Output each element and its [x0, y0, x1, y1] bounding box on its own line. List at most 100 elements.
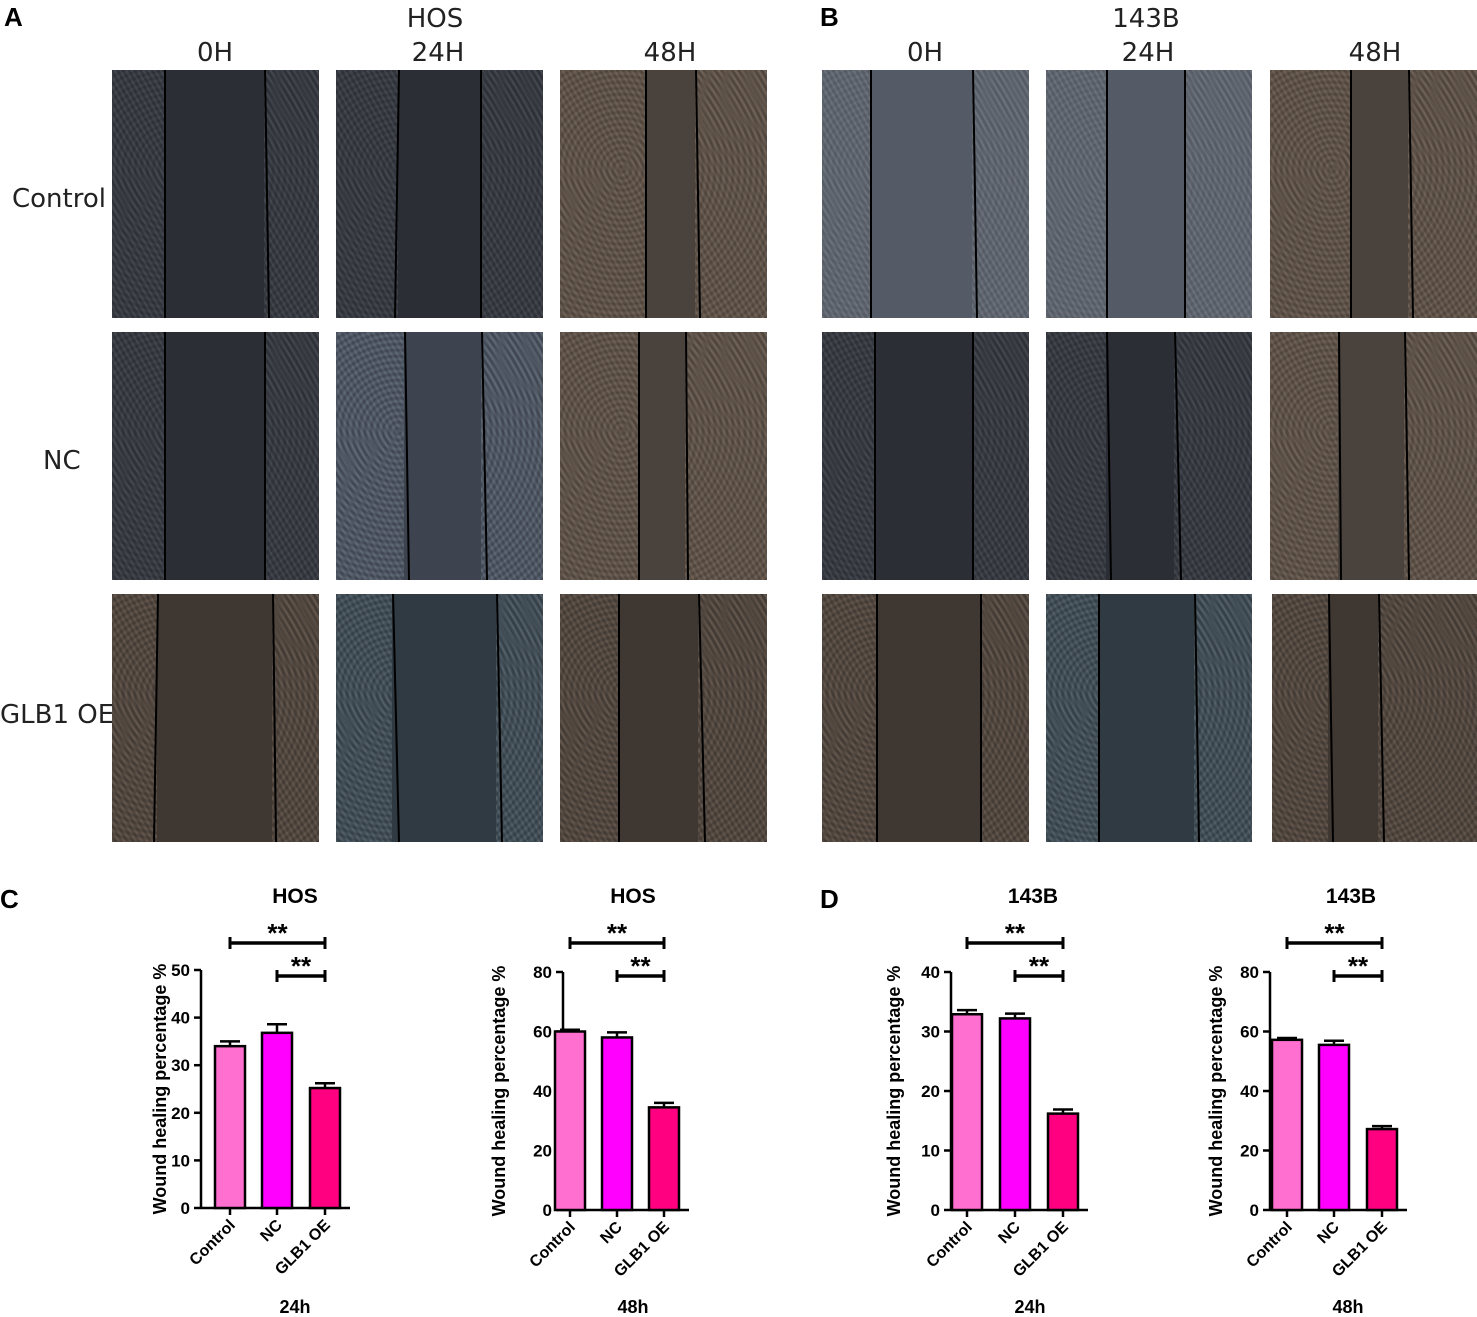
x-category-label: Control — [187, 1217, 239, 1269]
y-tick-label: 20 — [1240, 1142, 1259, 1161]
significance-label: ** — [1029, 951, 1050, 981]
wound-edge-left — [874, 332, 876, 580]
y-axis-label: Wound healing percentage % — [489, 966, 509, 1217]
panel-b-cell-line: 143B — [1112, 4, 1180, 34]
micro-a-control-24h — [336, 70, 543, 318]
chart-title: HOS — [272, 885, 318, 908]
bar-control — [950, 1012, 984, 1212]
y-tick-label: 10 — [171, 1151, 190, 1170]
micro-a-nc-24h — [336, 332, 543, 580]
x-axis-label: 48h — [617, 1297, 648, 1317]
panel-a-time-0: 0H — [196, 38, 234, 68]
panel-a-row-nc: NC — [43, 446, 81, 476]
y-tick-label: 40 — [171, 1009, 190, 1028]
panel-a-time-2: 48H — [643, 38, 697, 68]
panel-letter-c: C — [0, 884, 19, 914]
y-tick-label: 10 — [921, 1142, 940, 1161]
x-axis-label: 24h — [1014, 1297, 1045, 1317]
panel-a-row-glb1oe: GLB1 OE — [0, 700, 115, 730]
bar-nc — [260, 1031, 294, 1210]
panel-b-time-0: 0H — [906, 38, 944, 68]
bar-control — [553, 1030, 587, 1212]
y-tick-label: 50 — [171, 961, 190, 980]
micro-b-glb1oe-0h — [822, 594, 1029, 842]
chart-title: 143B — [1008, 885, 1058, 908]
panel-letter-a: A — [4, 2, 23, 32]
micro-b-glb1oe-48h — [1272, 594, 1477, 842]
bar-glb1_oe — [1046, 1112, 1080, 1212]
y-tick-label: 80 — [533, 963, 552, 982]
y-tick-label: 40 — [1240, 1082, 1259, 1101]
x-category-label: NC — [257, 1216, 286, 1245]
micro-a-nc-0h — [112, 332, 319, 580]
panel-b-time-2: 48H — [1348, 38, 1402, 68]
panel-b-time-1: 24H — [1121, 38, 1175, 68]
significance-label: ** — [630, 951, 651, 981]
bar-nc — [1317, 1043, 1351, 1212]
y-tick-label: 20 — [533, 1142, 552, 1161]
y-tick-label: 40 — [533, 1082, 552, 1101]
bar-nc — [998, 1017, 1032, 1212]
wound-edge-right — [264, 332, 266, 580]
x-category-label: NC — [995, 1218, 1024, 1247]
wound-edge-left — [1106, 70, 1108, 318]
y-axis-label: Wound healing percentage % — [1206, 966, 1226, 1217]
y-tick-label: 0 — [931, 1201, 940, 1220]
micro-a-glb1oe-0h — [112, 594, 319, 842]
significance-label: ** — [267, 918, 288, 948]
bar-glb1_oe — [647, 1106, 681, 1212]
wound-edge-right — [972, 332, 974, 580]
x-axis-label: 24h — [279, 1297, 310, 1317]
wound-edge-left — [870, 70, 872, 318]
y-tick-label: 40 — [921, 963, 940, 982]
wound-edge-right — [480, 70, 482, 318]
wound-edge-right — [980, 594, 982, 842]
chart-title: HOS — [610, 885, 656, 908]
micro-b-control-24h — [1046, 70, 1252, 318]
chart-title: 143B — [1326, 885, 1376, 908]
wound-edge-left — [638, 332, 640, 580]
wound-edge-left — [645, 70, 647, 318]
x-category-label: Control — [1244, 1219, 1296, 1271]
y-tick-label: 30 — [171, 1056, 190, 1075]
significance-label: ** — [1324, 918, 1345, 948]
bar-nc — [600, 1036, 634, 1212]
wound-edge-left — [1098, 594, 1100, 842]
y-tick-label: 80 — [1240, 963, 1259, 982]
wound-edge-left — [618, 594, 620, 842]
x-category-label: Control — [527, 1219, 579, 1271]
y-tick-label: 60 — [533, 1023, 552, 1042]
y-tick-label: 30 — [921, 1023, 940, 1042]
micro-a-control-48h — [560, 70, 767, 318]
significance-label: ** — [291, 951, 312, 981]
significance-label: ** — [1348, 951, 1369, 981]
panel-a-cell-line: HOS — [406, 4, 464, 34]
wound-edge-left — [1350, 70, 1352, 318]
y-tick-label: 20 — [171, 1104, 190, 1123]
panel-a-time-1: 24H — [411, 38, 465, 68]
micro-a-control-0h — [112, 70, 319, 318]
panel-letter-d: D — [820, 884, 839, 914]
bar-glb1_oe — [308, 1086, 342, 1210]
bar-control — [1270, 1038, 1304, 1212]
micro-a-glb1oe-48h — [560, 594, 767, 842]
y-tick-label: 0 — [181, 1199, 190, 1218]
micro-b-control-48h — [1270, 70, 1477, 318]
y-tick-label: 0 — [543, 1201, 552, 1220]
micro-b-glb1oe-24h — [1046, 594, 1252, 842]
wound-edge-left — [164, 70, 166, 318]
micro-b-control-0h — [822, 70, 1029, 318]
panel-letter-b: B — [820, 2, 839, 32]
x-category-label: NC — [1314, 1218, 1343, 1247]
y-axis-label: Wound healing percentage % — [884, 966, 904, 1217]
micro-a-glb1oe-24h — [336, 594, 543, 842]
micro-b-nc-24h — [1046, 332, 1252, 580]
bar-control — [213, 1044, 247, 1210]
significance-label: ** — [607, 918, 628, 948]
micro-b-nc-48h — [1270, 332, 1477, 580]
significance-label: ** — [1005, 918, 1026, 948]
x-axis-label: 48h — [1332, 1297, 1363, 1317]
bar-charts: HOS 0 10 20 30 40 50 Wound healing percentage %… — [150, 885, 1407, 1317]
x-category-label: Control — [924, 1219, 976, 1271]
wound-edge-left — [164, 332, 166, 580]
